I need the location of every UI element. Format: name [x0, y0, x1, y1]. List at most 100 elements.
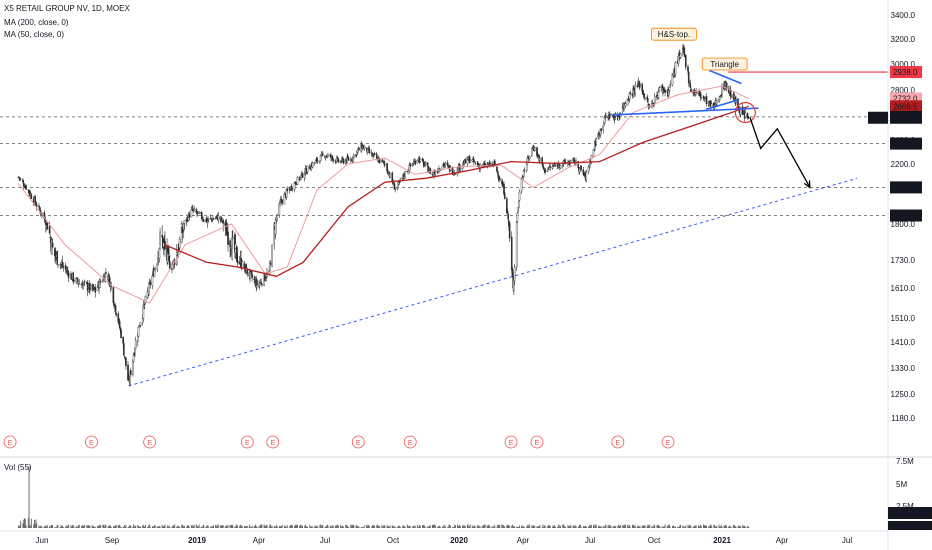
volume-bar [559, 525, 561, 528]
volume-bar [286, 527, 288, 528]
volume-bar [631, 524, 633, 528]
price-badge-text: 2578.0 [893, 114, 918, 123]
volume-bar [604, 527, 606, 528]
volume-bar [747, 527, 749, 528]
candle-body [193, 208, 196, 211]
ticker-badge-text: FIVE [871, 114, 889, 123]
candle [559, 164, 562, 169]
volume-bar [438, 526, 440, 528]
ticker-badge-box [868, 111, 888, 124]
candle-body [639, 84, 641, 86]
volume-bar [103, 524, 105, 528]
candle-body [306, 165, 309, 172]
candle-body [471, 159, 474, 162]
candle [178, 236, 181, 250]
volume-bar [183, 526, 185, 528]
volume-bar [306, 526, 308, 528]
candle-body [209, 217, 212, 219]
annotation-text: H&S-top. [658, 30, 690, 39]
volume-bar [447, 527, 449, 528]
volume-bar [351, 525, 353, 528]
volume-bar [403, 525, 405, 528]
volume-bar [23, 519, 25, 528]
volume-bar [93, 526, 95, 528]
candle [624, 100, 627, 109]
ma50-legend[interactable]: MA (50, close, 0) [4, 30, 65, 39]
candle [533, 146, 536, 152]
volume-bar [156, 526, 158, 528]
candle-body [518, 191, 521, 201]
candle [518, 189, 521, 202]
volume-bar [734, 526, 736, 528]
candle [271, 244, 273, 268]
candle-body [51, 242, 54, 248]
volume-bar [245, 526, 247, 528]
volume-bar [720, 526, 722, 528]
candle-body [83, 281, 86, 283]
candle [508, 222, 511, 242]
candle [471, 159, 474, 163]
volume-bar [342, 526, 344, 528]
candle-body [384, 163, 386, 165]
volume-bar [647, 524, 649, 528]
candle [322, 150, 324, 157]
volume-bar [547, 525, 549, 528]
candle-body [521, 177, 524, 179]
volume-bar [332, 525, 334, 528]
volume-bar [351, 524, 353, 528]
candle-body [412, 164, 414, 166]
symbol-title[interactable]: X5 RETAIL GROUP NV, 1D, MOEX [4, 4, 130, 13]
earnings-marker: E [504, 435, 518, 449]
volume-bar [560, 525, 562, 528]
volume-bar [217, 524, 219, 528]
volume-bar [464, 526, 466, 528]
candle-body [217, 215, 220, 221]
volume-bar [462, 525, 464, 528]
volume-bar [340, 524, 342, 528]
candle-body [341, 158, 344, 160]
candle-body [718, 99, 720, 103]
volume-bar [258, 525, 260, 528]
volume-bar [709, 525, 711, 528]
volume-bar [488, 525, 490, 528]
volume-bar [698, 526, 700, 528]
candle [144, 295, 147, 304]
candle-body [322, 153, 324, 156]
volume-legend[interactable]: Vol (55) [4, 463, 32, 472]
candle-body [229, 240, 231, 248]
time-axis[interactable]: Jun Sep 2019 Apr Jul Oct 2020 Apr Jul Oct 2021 Apr J… [0, 530, 888, 545]
volume-bar [178, 526, 180, 528]
candle [158, 247, 161, 263]
ma200-legend[interactable]: MA (200, close, 0) [4, 18, 69, 27]
volume-bar [25, 525, 27, 528]
candle-body [498, 178, 501, 181]
volume-bar [56, 524, 58, 528]
candle-body [507, 213, 510, 220]
volume-bar [213, 525, 215, 528]
volume-bar [394, 526, 396, 528]
candle-body [178, 238, 181, 249]
volume-bar [688, 525, 690, 528]
candle-body [127, 364, 129, 381]
volume-bar [280, 526, 282, 528]
volume-bar [291, 525, 293, 528]
volume-bar [224, 526, 226, 528]
price-badge-text: 1850.0 [893, 212, 918, 221]
volume-bar [49, 527, 51, 528]
candle-body [49, 236, 52, 239]
earnings-label: E [89, 440, 94, 447]
volume-bar [507, 525, 509, 528]
volume-bar [166, 527, 168, 528]
volume-bar [627, 526, 629, 528]
earnings-label: E [147, 440, 152, 447]
candle-body [510, 236, 513, 271]
volume-bar [196, 525, 198, 528]
candle-body [595, 138, 598, 145]
volume-bar [260, 524, 262, 528]
volume-bar [66, 526, 68, 528]
volume-bar [157, 526, 159, 528]
volume-bar [738, 525, 740, 528]
volume-bar [24, 518, 26, 528]
